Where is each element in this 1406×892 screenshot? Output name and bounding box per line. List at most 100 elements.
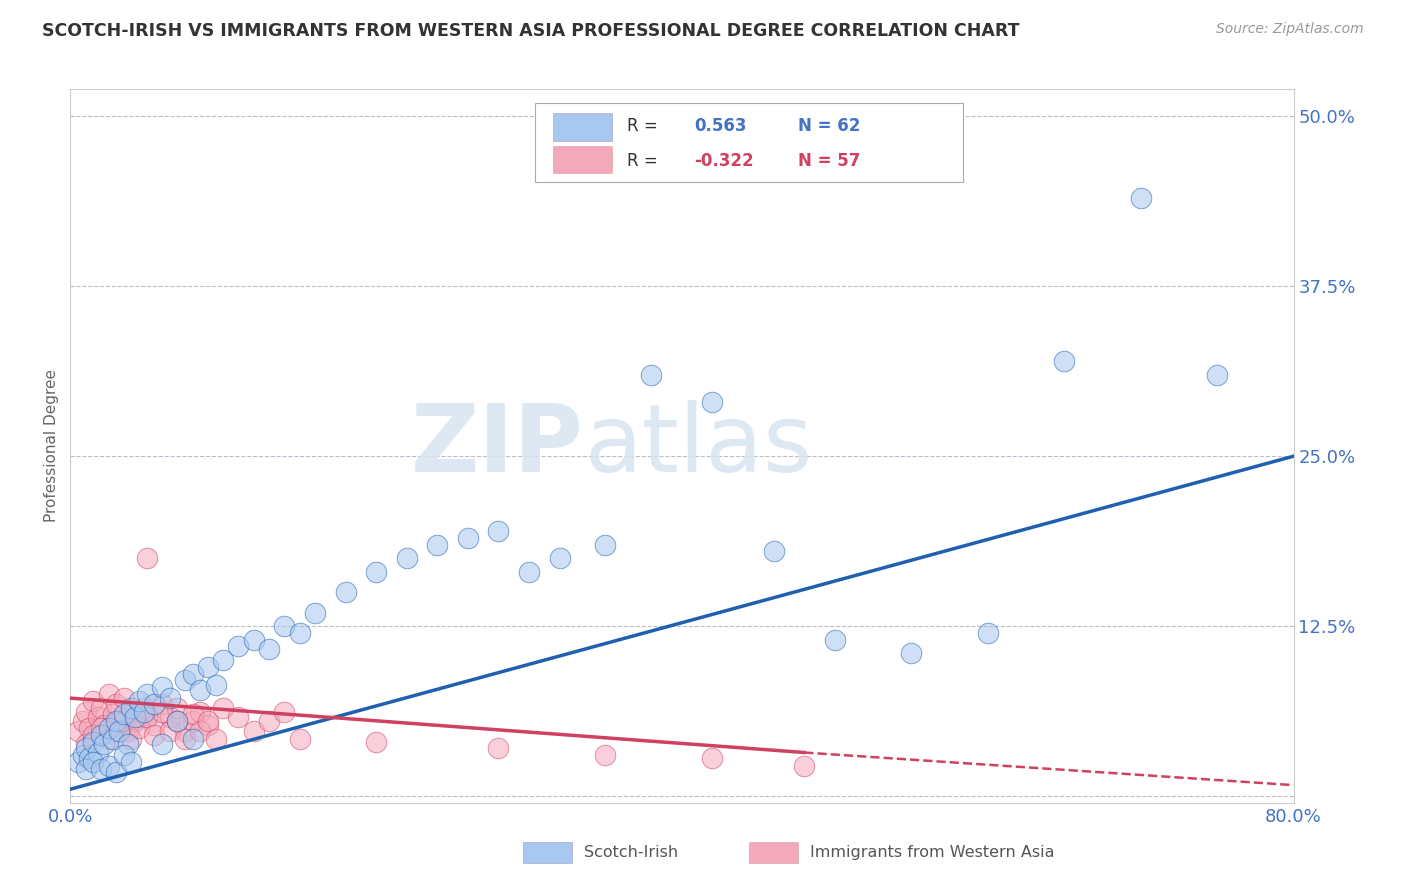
Point	[75, 762, 97, 776]
Point	[150, 680, 173, 694]
Point	[82, 728, 104, 742]
Point	[288, 731, 311, 746]
Point	[159, 691, 181, 706]
Point	[121, 700, 143, 714]
Point	[273, 705, 295, 719]
Point	[117, 723, 139, 738]
Point	[90, 728, 112, 742]
Point	[90, 721, 112, 735]
Point	[762, 544, 785, 558]
Point	[426, 537, 449, 551]
Point	[197, 660, 219, 674]
Point	[304, 606, 326, 620]
Point	[257, 714, 280, 729]
Point	[366, 565, 388, 579]
Point	[112, 691, 135, 706]
Point	[181, 707, 204, 722]
Point	[121, 705, 143, 719]
Point	[77, 721, 100, 735]
Point	[101, 707, 124, 722]
Text: 0.563: 0.563	[695, 118, 747, 136]
Text: Source: ZipAtlas.com: Source: ZipAtlas.com	[1216, 22, 1364, 37]
FancyBboxPatch shape	[536, 103, 963, 182]
FancyBboxPatch shape	[554, 146, 612, 173]
Point	[640, 368, 662, 382]
Point	[288, 626, 311, 640]
Point	[143, 718, 166, 732]
Point	[824, 632, 846, 647]
Point	[82, 694, 104, 708]
Point	[132, 705, 155, 719]
Point	[143, 697, 166, 711]
Point	[197, 714, 219, 729]
Point	[488, 741, 510, 756]
Point	[75, 741, 97, 756]
Point	[702, 751, 724, 765]
Point	[517, 565, 540, 579]
Point	[548, 551, 571, 566]
Point	[188, 705, 211, 719]
Point	[135, 551, 157, 566]
Point	[976, 626, 998, 640]
Point	[181, 731, 204, 746]
Point	[75, 705, 97, 719]
Point	[204, 677, 226, 691]
Point	[93, 718, 115, 732]
Point	[1053, 354, 1076, 368]
Text: R =: R =	[627, 118, 662, 136]
Point	[90, 700, 112, 714]
Point	[150, 737, 173, 751]
Point	[174, 723, 197, 738]
Point	[72, 748, 94, 763]
Point	[132, 700, 155, 714]
Text: R =: R =	[627, 152, 662, 169]
Text: N = 57: N = 57	[799, 152, 860, 169]
Point	[112, 714, 135, 729]
Text: Immigrants from Western Asia: Immigrants from Western Asia	[810, 846, 1054, 860]
Point	[273, 619, 295, 633]
Point	[159, 723, 181, 738]
Point	[702, 394, 724, 409]
Point	[1129, 191, 1152, 205]
Point	[366, 734, 388, 748]
Point	[243, 632, 266, 647]
Y-axis label: Professional Degree: Professional Degree	[44, 369, 59, 523]
Text: Scotch-Irish: Scotch-Irish	[583, 846, 678, 860]
Point	[97, 721, 120, 735]
Point	[105, 697, 128, 711]
Point	[135, 707, 157, 722]
Point	[166, 714, 188, 729]
Point	[101, 731, 124, 746]
Point	[595, 748, 617, 763]
Point	[188, 683, 211, 698]
Point	[75, 737, 97, 751]
Point	[228, 640, 250, 654]
Point	[128, 710, 150, 724]
Point	[143, 728, 166, 742]
Point	[212, 653, 235, 667]
Text: N = 62: N = 62	[799, 118, 860, 136]
Point	[159, 710, 181, 724]
Point	[66, 723, 89, 738]
Point	[87, 710, 110, 724]
Point	[128, 694, 150, 708]
Point	[90, 762, 112, 776]
Point	[135, 710, 157, 724]
Point	[97, 759, 120, 773]
Point	[150, 697, 173, 711]
Point	[87, 746, 110, 760]
Point	[188, 723, 211, 738]
Point	[124, 710, 146, 724]
Point	[1206, 368, 1229, 382]
Point	[335, 585, 357, 599]
Point	[395, 551, 418, 566]
Point	[97, 687, 120, 701]
Point	[77, 751, 100, 765]
Text: -0.322: -0.322	[695, 152, 754, 169]
Point	[257, 642, 280, 657]
Point	[82, 734, 104, 748]
Point	[105, 714, 128, 729]
Point	[121, 731, 143, 746]
Point	[128, 721, 150, 735]
Point	[595, 537, 617, 551]
